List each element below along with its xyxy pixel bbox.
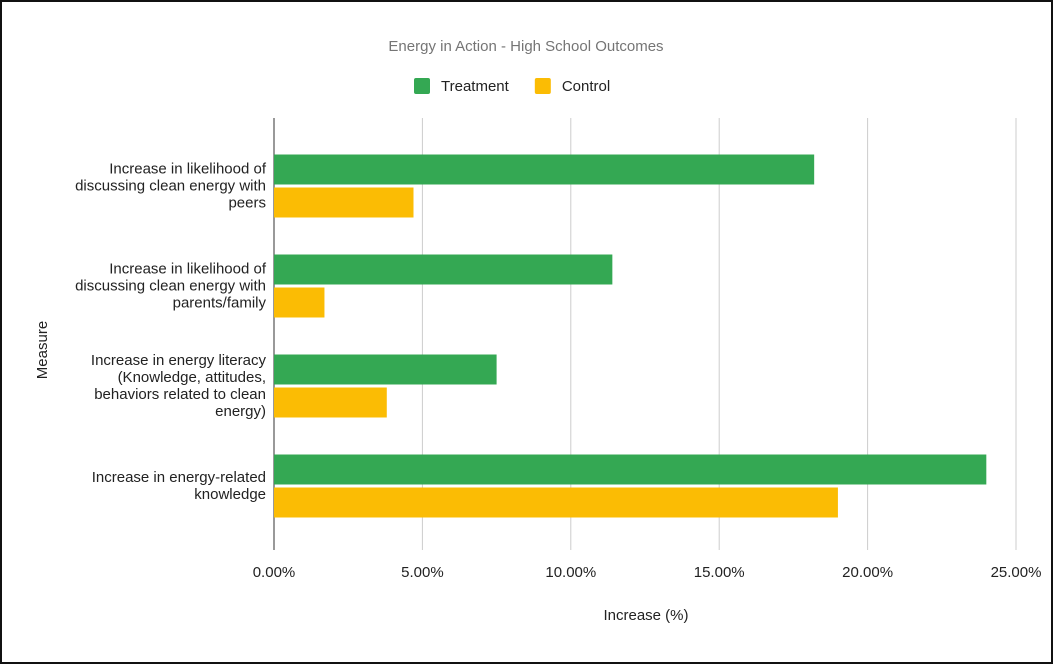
x-tick-label: 15.00% [694,564,745,581]
x-tick-label: 25.00% [991,564,1042,581]
y-tick-label: Increase in energy literacy (Knowledge, … [90,352,266,420]
chart-title: Energy in Action - High School Outcomes [388,38,663,55]
x-tick-label: 0.00% [253,564,296,581]
bar [274,487,838,518]
bar [274,187,414,218]
x-axis-title: Increase (%) [603,607,688,624]
y-axis-title: Measure [34,321,51,379]
x-tick-label: 20.00% [842,564,893,581]
bar [274,387,387,418]
x-tick-label: 5.00% [401,564,444,581]
bar [274,154,815,185]
x-tick-label: 10.00% [545,564,596,581]
y-tick-label: Increase in energy-related knowledge [91,469,266,503]
bar [274,454,987,485]
legend-swatch [414,78,430,94]
bar [274,254,613,285]
bar [274,354,497,385]
y-tick-label: Increase in likelihood of discussing cle… [75,160,266,212]
legend-label: Control [562,78,610,95]
legend-swatch [534,78,551,94]
legend-label: Treatment [441,78,510,95]
bar [274,287,325,318]
y-tick-label: Increase in likelihood of discussing cle… [75,260,266,312]
